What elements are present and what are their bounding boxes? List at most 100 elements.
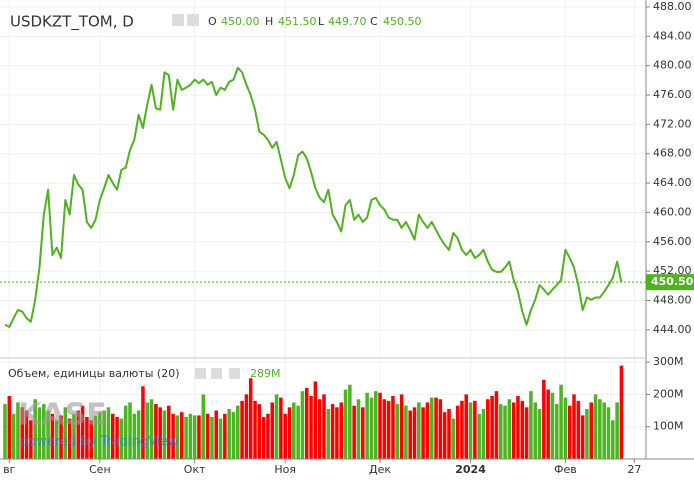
volume-bar <box>210 417 214 459</box>
volume-bar <box>460 400 464 459</box>
icon-eye[interactable] <box>195 368 206 379</box>
volume-bar <box>412 407 417 459</box>
volume-bar <box>20 407 25 459</box>
volume-bar <box>339 402 344 459</box>
volume-bar <box>218 418 223 459</box>
volume-bar <box>537 408 542 459</box>
volume-bar <box>494 391 499 459</box>
y-tick-label: 464.00 <box>653 176 692 189</box>
volume-bar <box>477 413 481 459</box>
volume-bar <box>602 402 606 459</box>
x-tick-label: Сен <box>89 463 111 476</box>
icon-eye[interactable] <box>172 14 184 26</box>
volume-bar <box>481 408 486 459</box>
volume-bar <box>270 402 275 459</box>
open-label: O <box>208 15 217 28</box>
volume-bar <box>123 405 128 459</box>
volume-bar <box>611 420 615 459</box>
volume-bar <box>408 410 412 459</box>
y-tick-label: 488.00 <box>653 0 692 13</box>
volume-bar <box>158 407 162 459</box>
volume-bar <box>188 413 193 459</box>
volume-bar <box>365 392 369 459</box>
volume-bar <box>11 413 16 459</box>
volume-bar <box>296 405 300 459</box>
volume-bar <box>593 394 598 459</box>
volume-bar <box>606 407 611 459</box>
volume-bar <box>486 399 490 459</box>
volume-bar <box>192 415 197 459</box>
volume-bar <box>589 402 594 459</box>
volume-bar <box>93 415 98 459</box>
low-label: L <box>318 15 325 28</box>
volume-bar <box>576 400 581 459</box>
y-tick-label: 456.00 <box>653 235 692 248</box>
icon-close[interactable] <box>229 368 240 379</box>
volume-bar <box>559 384 563 459</box>
x-tick-label: Фев <box>554 463 577 476</box>
volume-bar <box>529 391 533 459</box>
volume-bar <box>356 399 361 459</box>
volume-bar <box>555 404 559 459</box>
x-tick-label: вг <box>3 463 15 476</box>
volume-bar <box>149 399 154 459</box>
volume-bar <box>59 415 63 459</box>
volume-bar <box>317 399 322 459</box>
y-tick-label: 100M <box>653 420 684 433</box>
volume-bar <box>111 413 115 459</box>
volume-bar <box>179 412 184 459</box>
volume-bar <box>16 402 20 459</box>
volume-bar <box>361 407 365 459</box>
x-tick-label: Окт <box>184 463 206 476</box>
volume-bar <box>115 417 119 459</box>
volume-bar <box>98 412 102 459</box>
volume-bar <box>468 402 473 459</box>
volume-bar <box>585 408 589 459</box>
volume-bar <box>391 396 395 459</box>
volume-bar <box>619 365 624 459</box>
volume-bar <box>106 407 111 459</box>
volume-bar <box>313 381 318 459</box>
volume-bar <box>240 400 244 459</box>
y-tick-label: 300M <box>653 355 684 368</box>
y-tick-label: 480.00 <box>653 59 692 72</box>
volume-bar <box>184 417 188 459</box>
volume-bar <box>348 384 352 459</box>
volume-bar <box>63 407 68 459</box>
volume-bar <box>244 394 249 459</box>
volume-bar <box>438 399 443 459</box>
last-price-label: 450.50 <box>651 275 694 288</box>
volume-bar <box>399 394 404 459</box>
volume-bar <box>598 399 602 459</box>
x-tick-label: 2024 <box>455 463 486 476</box>
icon-settings[interactable] <box>187 14 199 26</box>
volume-bar <box>498 404 503 459</box>
volume-bar <box>542 379 546 459</box>
watermark-logo: KASE <box>18 398 107 433</box>
volume-bar <box>330 404 335 459</box>
volume-bar <box>425 402 430 459</box>
close-value: 450.50 <box>383 15 422 28</box>
volume-bar <box>132 413 137 459</box>
volume-bar <box>72 413 76 459</box>
volume-bar <box>85 417 89 459</box>
volume-bar <box>223 413 227 459</box>
volume-bar <box>455 405 460 459</box>
high-label: H <box>265 15 273 28</box>
icon-settings[interactable] <box>211 368 222 379</box>
volume-bar <box>197 415 201 459</box>
volume-bar <box>378 392 382 459</box>
plot <box>0 66 646 459</box>
volume-bar <box>473 400 477 459</box>
volume-bar <box>136 410 141 459</box>
volume-bar <box>279 397 283 459</box>
volume-bar <box>29 420 33 459</box>
volume-bar <box>382 399 387 459</box>
volume-bar <box>283 413 287 459</box>
close-label: C <box>370 15 378 28</box>
y-tick-label: 448.00 <box>653 293 692 306</box>
volume-bar <box>24 410 29 459</box>
volume-bar <box>490 396 494 459</box>
volume-bar <box>516 396 520 459</box>
volume-bar <box>201 394 206 459</box>
